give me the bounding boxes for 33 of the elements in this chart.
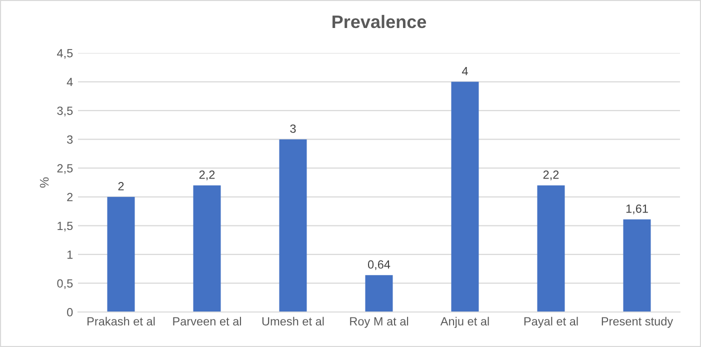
y-tick-label: 0,5	[57, 279, 73, 290]
data-label: 2,2	[199, 170, 215, 180]
bar	[193, 185, 221, 312]
x-tick-label: Roy M at al	[350, 316, 408, 328]
chart-title: Prevalence	[332, 14, 426, 28]
data-label: 0,64	[368, 260, 390, 270]
y-tick-label: 3,5	[57, 106, 73, 116]
data-label: 3	[290, 124, 296, 133]
bar	[365, 275, 393, 312]
bar	[279, 139, 307, 312]
y-tick-label: 4	[66, 78, 73, 86]
data-label: 2	[118, 182, 124, 190]
x-tick-label: Umesh et al	[262, 316, 324, 326]
y-tick-label: 2	[67, 192, 73, 202]
x-tick-label: Prakash et al	[88, 316, 155, 326]
data-label: 1,61	[626, 204, 648, 214]
y-axis-title: %	[40, 177, 49, 188]
y-tick-label: 1,5	[58, 222, 73, 232]
y-tick-label: 1	[67, 250, 73, 259]
x-tick-label: Parveen et al	[173, 316, 241, 326]
data-label: 4	[462, 67, 468, 76]
x-tick-label: Present study	[602, 316, 674, 328]
data-label: 2,2	[543, 170, 559, 180]
x-tick-label: Anju et al	[440, 316, 489, 328]
x-tick-label: Payal et al	[524, 316, 578, 328]
y-tick-label: 4,5	[57, 49, 73, 59]
bar	[107, 196, 135, 312]
y-tick-label: 2,5	[57, 164, 73, 174]
bar	[537, 185, 565, 312]
bar	[623, 219, 651, 312]
y-tick-label: 0	[67, 308, 73, 316]
bar	[451, 82, 479, 312]
y-tick-label: 3	[67, 135, 73, 144]
